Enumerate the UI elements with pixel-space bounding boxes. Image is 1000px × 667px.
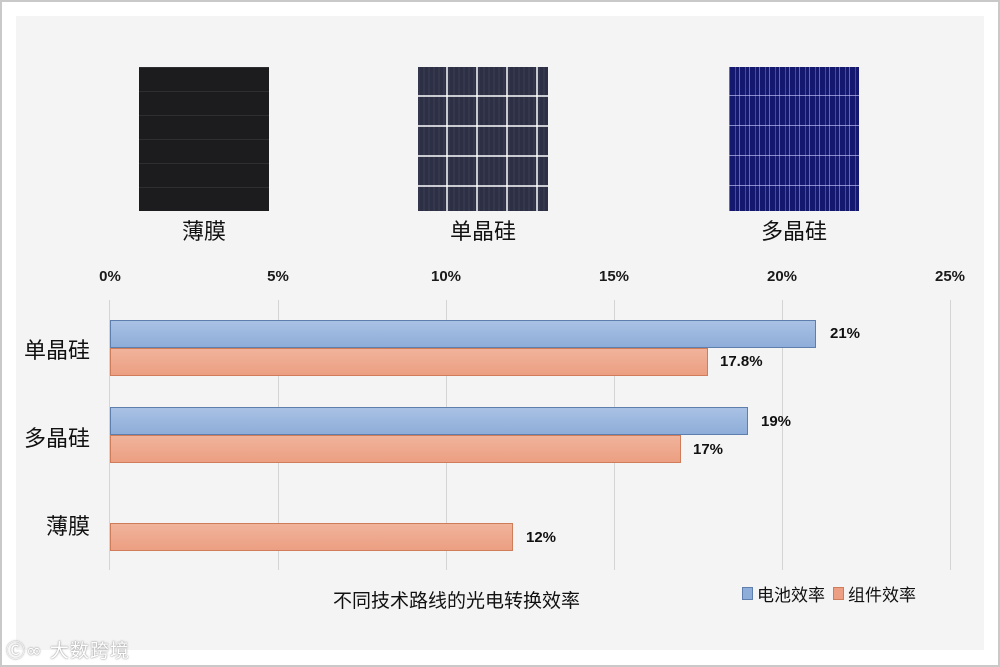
bar-poly-module [110,435,681,463]
category-mono: 单晶硅 [24,339,91,364]
gridline [950,300,951,570]
gridline [782,300,783,570]
category-poly: 多晶硅 [24,427,91,452]
legend-swatch-module [833,587,844,600]
value-poly-module: 17% [693,441,724,458]
x-tick-15: 15% [598,268,630,285]
value-poly-cell: 19% [761,413,792,430]
x-tick-0: 0% [99,268,121,285]
chart-title: 不同技术路线的光电转换效率 [333,590,581,612]
category-thin: 薄膜 [46,515,91,540]
bar-mono-cell [110,320,816,348]
watermark-text: 大数跨境 [49,640,130,662]
polycrystalline-panel-image [729,67,859,211]
legend-label-module: 组件效率 [848,586,916,606]
legend-label-cell: 电池效率 [757,586,825,606]
bar-thin-module [110,523,513,551]
thin-film-panel-image [139,67,269,211]
monocrystalline-panel-image [418,67,548,211]
value-mono-cell: 21% [830,325,861,342]
mono-image-label: 单晶硅 [449,220,516,245]
watermark: Ⓒ∞ 大数跨境 [6,636,130,663]
bar-mono-module [110,348,708,376]
axis-line [109,300,110,570]
legend-swatch-cell [742,587,753,600]
x-tick-25: 25% [934,268,966,285]
legend: 电池效率 组件效率 [742,581,916,606]
value-thin-module: 12% [526,529,557,546]
x-tick-20: 20% [766,268,798,285]
poly-image-label: 多晶硅 [760,220,827,245]
value-mono-module: 17.8% [720,353,763,370]
watermark-logo-icon: Ⓒ∞ [6,640,43,662]
x-tick-10: 10% [430,268,462,285]
bar-poly-cell [110,407,748,435]
x-tick-5: 5% [267,268,289,285]
thin-film-image-label: 薄膜 [181,220,226,245]
